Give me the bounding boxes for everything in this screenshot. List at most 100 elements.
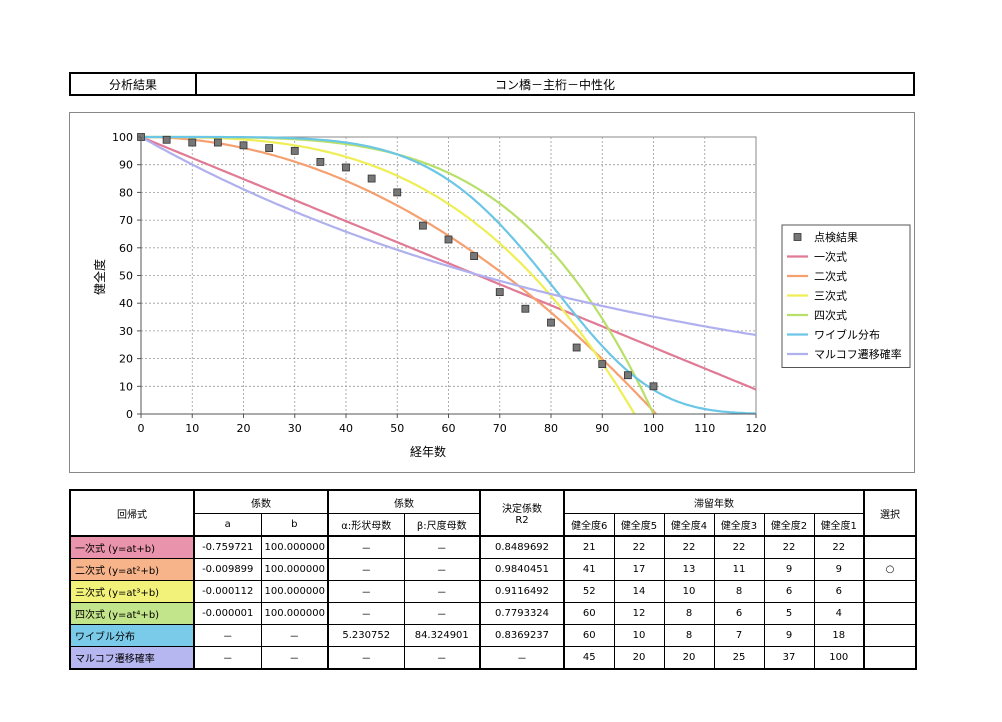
x-tick-label: 70 [493,422,507,435]
y-tick-label: 90 [119,159,133,172]
x-tick-label: 120 [746,422,767,435]
row-years-1: 4 [813,602,865,625]
header-beta: β:尺度母数 [403,513,481,537]
row-select: ○ [863,558,917,581]
x-tick-label: 20 [237,422,251,435]
y-tick-label: 30 [119,325,133,338]
row-years-5: 14 [613,580,665,603]
data-point [393,188,402,197]
data-point [188,138,197,147]
row-years-2: 22 [763,535,815,559]
data-point [623,371,632,380]
series-line-6 [140,136,757,337]
row-a: -0.000001 [193,602,262,625]
header-years-2: 健全度2 [763,513,815,537]
row-years-1: 6 [813,580,865,603]
row-alpha: － [327,535,405,559]
table-row: 四次式 (y=at⁴+b) -0.000001 100.000000 －－ 0.7793… [69,602,917,625]
row-years-5: 17 [613,558,665,581]
row-b: 100.000000 [260,602,329,625]
x-tick-label: 0 [138,422,145,435]
data-point [342,163,350,172]
row-r2: 0.9840451 [479,558,565,581]
row-years-3: 11 [713,558,765,581]
row-label: 四次式 (y=at⁴+b) [69,602,195,625]
y-tick-label: 80 [119,186,133,199]
row-beta: － [403,580,481,603]
y-tick-label: 50 [119,270,133,283]
row-beta: － [403,558,481,581]
row-label: 二次式 (y=at²+b) [69,558,195,581]
chart-axes: 0 10 20 30 40 50 60 70 80 90 100 110 120 0 10 20 30 40 50 6… [112,131,767,435]
y-tick-label: 100 [112,131,133,144]
row-r2: 0.8489692 [479,535,565,559]
x-tick-label: 90 [595,422,609,435]
header-years-5: 健全度5 [613,513,665,537]
result-header: 分析結果 コン橋－主桁－中性化 [69,72,915,96]
row-select [863,624,917,647]
row-years-6: 21 [563,535,615,559]
row-years-6: 60 [563,624,615,647]
row-years-2: 37 [763,646,815,670]
row-label: ワイブル分布 [69,624,195,647]
table-row: 一次式 (y=at+b) -0.759721 100.000000 －－ 0.84896… [69,535,917,559]
x-tick-label: 110 [694,422,715,435]
row-b: 100.000000 [260,535,329,559]
row-alpha: － [327,580,405,603]
row-beta: － [403,602,481,625]
row-label: 一次式 (y=at+b) [69,535,195,559]
row-years-3: 7 [713,624,765,647]
header-model: 回帰式 [69,489,195,537]
legend-label: 一次式 [814,250,847,264]
row-years-1: 22 [813,535,865,559]
table-row: 三次式 (y=at³+b) -0.000112 100.000000 －－ 0.9116… [69,580,917,603]
row-select [863,602,917,625]
row-years-2: 9 [763,558,815,581]
data-point [162,135,171,144]
row-alpha: － [327,602,405,625]
series-line-1 [140,135,757,391]
row-years-6: 41 [563,558,615,581]
x-tick-label: 100 [643,422,664,435]
row-select [863,646,917,670]
data-point [265,144,274,152]
row-r2: 0.7793324 [479,602,565,625]
x-tick-label: 40 [339,422,353,435]
data-point [649,382,658,391]
row-b: － [260,646,329,670]
header-r2-line2: R2 [515,515,529,526]
data-point [495,288,504,297]
row-years-1: 18 [813,624,865,647]
data-point [367,174,376,183]
x-tick-label: 30 [288,422,302,435]
row-select [863,580,917,603]
row-years-4: 22 [663,535,715,559]
header-r2-line1: 決定係数 [502,504,542,515]
table-row: マルコフ遷移確率－－－－－ 45 20 20 25 37 100 [69,646,917,670]
row-years-4: 20 [663,646,715,670]
data-point [521,304,530,313]
x-tick-label: 80 [544,422,558,435]
row-years-6: 52 [563,580,615,603]
y-tick-label: 70 [119,214,133,227]
legend-label: マルコフ遷移確率 [814,347,902,361]
row-years-6: 60 [563,602,615,625]
row-years-6: 45 [563,646,615,670]
data-point [418,221,427,230]
table-row: 二次式 (y=at²+b) -0.009899 100.000000 －－ 0.9840… [69,558,917,581]
y-tick-label: 0 [126,408,133,421]
row-years-3: 22 [713,535,765,559]
row-beta: － [403,535,481,559]
data-point [572,343,581,352]
row-years-5: 12 [613,602,665,625]
x-axis-label: 経年数 [410,444,446,459]
row-alpha: － [327,646,405,670]
legend-label: 点検結果 [814,230,858,244]
data-point [290,146,299,155]
series-line-2 [141,135,657,415]
header-b: b [260,513,329,537]
data-point [598,360,607,369]
row-b: 100.000000 [260,558,329,581]
x-tick-label: 50 [390,422,404,435]
row-years-3: 8 [713,580,765,603]
